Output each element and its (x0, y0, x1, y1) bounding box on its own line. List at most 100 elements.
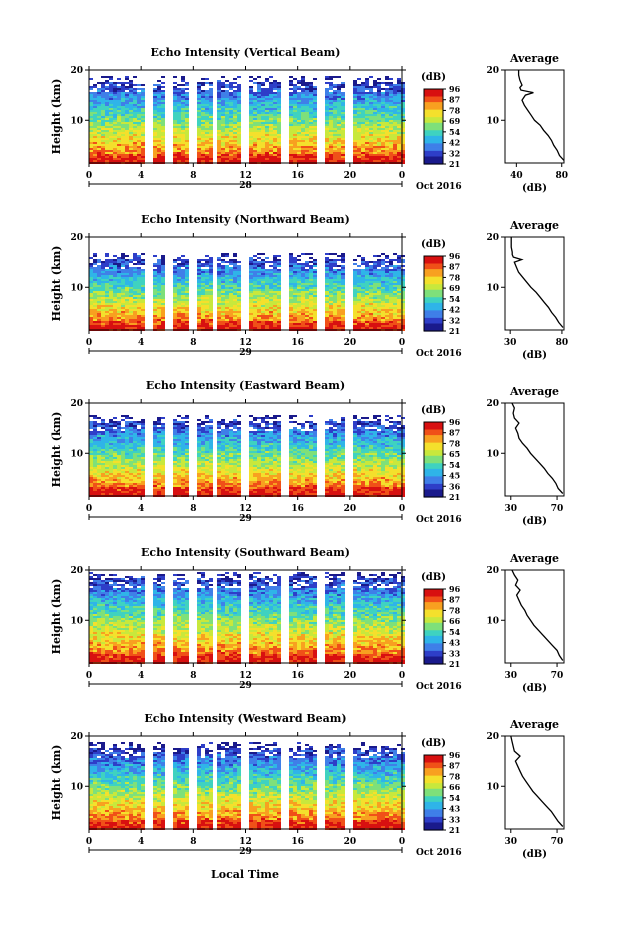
heatmap-cell (309, 146, 313, 148)
heatmap-cell (357, 315, 361, 317)
heatmap-cell (97, 122, 101, 124)
heatmap-cell (141, 305, 145, 307)
heatmap-cell (173, 321, 177, 323)
heatmap-cell (289, 156, 293, 158)
heatmap-cell (337, 291, 341, 293)
heatmap-cell (249, 108, 253, 110)
heatmap-cell (393, 277, 397, 279)
heatmap-cell (201, 319, 205, 321)
heatmap-cell (249, 102, 253, 104)
heatmap-cell (369, 281, 373, 283)
heatmap-cell (277, 311, 281, 313)
heatmap-cell (389, 102, 393, 104)
heatmap-cell (389, 128, 393, 130)
heatmap-cell (237, 88, 241, 90)
heatmap-cell (373, 285, 377, 287)
heatmap-cell (177, 321, 181, 323)
heatmap-cell (293, 140, 297, 142)
heatmap-cell (325, 160, 329, 162)
heatmap-cell (233, 267, 237, 269)
heatmap-cell (385, 108, 389, 110)
heatmap-cell (273, 142, 277, 144)
heatmap-cell (125, 267, 129, 269)
heatmap-cell (89, 277, 93, 279)
heatmap-cell (133, 160, 137, 162)
heatmap-cell (141, 140, 145, 142)
heatmap-cell (177, 275, 181, 277)
heatmap-cell (253, 319, 257, 321)
heatmap-cell (329, 112, 333, 114)
heatmap-cell (313, 269, 317, 271)
heatmap-cell (269, 293, 273, 295)
heatmap-cell (185, 114, 189, 116)
heatmap-cell (217, 140, 221, 142)
heatmap-cell (261, 279, 265, 281)
heatmap-cell (397, 128, 401, 130)
heatmap-cell (365, 136, 369, 138)
heatmap-cell (357, 92, 361, 94)
heatmap-cell (397, 265, 401, 267)
heatmap-cell (385, 140, 389, 142)
heatmap-cell (89, 265, 93, 267)
heatmap-cell (401, 261, 405, 263)
heatmap-cell (233, 130, 237, 132)
heatmap-cell (117, 148, 121, 150)
heatmap-cell (305, 293, 309, 295)
heatmap-cell (329, 96, 333, 98)
heatmap-cell (397, 118, 401, 120)
heatmap-cell (325, 112, 329, 114)
heatmap-cell (309, 321, 313, 323)
heatmap-cell (221, 297, 225, 299)
heatmap-cell (133, 315, 137, 317)
heatmap-cell (93, 98, 97, 100)
heatmap-cell (365, 108, 369, 110)
heatmap-cell (309, 126, 313, 128)
heatmap-cell (257, 158, 261, 160)
heatmap-cell (369, 146, 373, 148)
heatmap-cell (269, 313, 273, 315)
heatmap-cell (253, 269, 257, 271)
heatmap-cell (253, 128, 257, 130)
heatmap-cell (401, 132, 405, 134)
heatmap-cell (393, 317, 397, 319)
heatmap-cell (373, 142, 377, 144)
heatmap-cell (329, 295, 333, 297)
heatmap-cell (225, 154, 229, 156)
heatmap-cell (273, 293, 277, 295)
heatmap-cell (381, 311, 385, 313)
heatmap-cell (301, 80, 305, 82)
heatmap-cell (257, 160, 261, 162)
heatmap-cell (181, 122, 185, 124)
heatmap-cell (225, 84, 229, 86)
heatmap-cell (121, 295, 125, 297)
heatmap-cell (297, 102, 301, 104)
heatmap-cell (305, 100, 309, 102)
heatmap-cell (297, 303, 301, 305)
heatmap-cell (209, 289, 213, 291)
heatmap-cell (249, 104, 253, 106)
heatmap-cell (365, 293, 369, 295)
heatmap-cell (385, 148, 389, 150)
heatmap-cell (133, 269, 137, 271)
heatmap-cell (157, 114, 161, 116)
heatmap-cell (177, 295, 181, 297)
heatmap-cell (157, 150, 161, 152)
heatmap-cell (177, 118, 181, 120)
heatmap-cell (325, 154, 329, 156)
heatmap-cell (393, 88, 397, 90)
heatmap-cell (161, 305, 165, 307)
heatmap-cell (369, 291, 373, 293)
heatmap-cell (141, 106, 145, 108)
heatmap-cell (297, 98, 301, 100)
heatmap-cell (325, 311, 329, 313)
heatmap-cell (257, 134, 261, 136)
heatmap-cell (353, 136, 357, 138)
heatmap-cell (313, 321, 317, 323)
heatmap-cell (333, 134, 337, 136)
heatmap-cell (293, 102, 297, 104)
heatmap-cell (197, 94, 201, 96)
heatmap-cell (269, 156, 273, 158)
heatmap-cell (253, 301, 257, 303)
heatmap-cell (137, 281, 141, 283)
heatmap-cell (133, 319, 137, 321)
